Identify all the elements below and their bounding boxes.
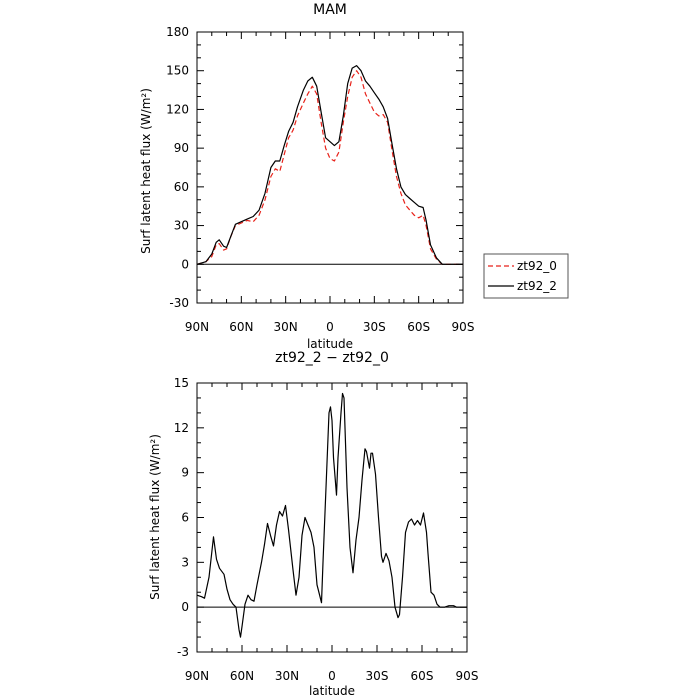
top-y-tick-label: 120 xyxy=(166,102,189,116)
top-y-tick-label: 30 xyxy=(174,219,189,233)
top-y-tick-label: -30 xyxy=(169,296,189,310)
top-x-tick-label: 30N xyxy=(274,320,298,334)
bottom-x-tick-label: 0 xyxy=(328,669,336,683)
bottom-x-tick-label: 30S xyxy=(366,669,389,683)
bottom-series-line-0 xyxy=(196,392,467,638)
bottom-y-tick-label: 0 xyxy=(181,600,189,614)
bottom-x-tick-label: 60S xyxy=(411,669,434,683)
bottom-panel: zt92_2 − zt92_0 Surf latent heat flux (W… xyxy=(148,350,478,698)
top-title: MAM xyxy=(313,2,347,18)
top-series-line-zt92_0 xyxy=(196,70,463,265)
top-x-tick-label: 60S xyxy=(407,320,430,334)
top-plot-area: -30 0 30 60 90 120 150 180 90N 60N 30N 0 30S 60S 90S xyxy=(166,25,474,334)
bottom-x-tick-label: 30N xyxy=(275,669,299,683)
bottom-y-tick-label: 6 xyxy=(181,511,189,525)
legend-label-zt92-0: zt92_0 xyxy=(517,259,557,273)
bottom-y-tick-label: 9 xyxy=(181,466,189,480)
top-plot-frame xyxy=(196,31,464,304)
bottom-y-tick-label: -3 xyxy=(177,645,189,659)
bottom-x-tick-label: 90S xyxy=(456,669,479,683)
top-panel: MAM Surf latent heat flux (W/m²) latitud… xyxy=(139,2,474,351)
bottom-y-label: Surf latent heat flux (W/m²) xyxy=(148,434,162,600)
bottom-x-tick-label: 60N xyxy=(230,669,254,683)
legend-label-zt92-2: zt92_2 xyxy=(517,279,557,293)
top-x-tick-label: 0 xyxy=(326,320,334,334)
bottom-x-tick-label: 90N xyxy=(185,669,209,683)
top-x-tick-label: 30S xyxy=(363,320,386,334)
top-x-tick-label: 90N xyxy=(185,320,209,334)
top-y-label: Surf latent heat flux (W/m²) xyxy=(139,88,153,254)
top-x-tick-label: 60N xyxy=(229,320,253,334)
legend: zt92_0 zt92_2 xyxy=(483,253,569,299)
bottom-title: zt92_2 − zt92_0 xyxy=(275,350,389,366)
bottom-y-tick-label: 12 xyxy=(174,421,189,435)
top-series-line-zt92_2 xyxy=(196,64,463,265)
top-y-tick-label: 150 xyxy=(166,64,189,78)
bottom-plot-area: -3 0 3 6 9 12 15 90N 60N 30N 0 30S 60S 90S xyxy=(174,376,479,683)
bottom-y-tick-label: 15 xyxy=(174,376,189,390)
top-y-tick-label: 90 xyxy=(174,141,189,155)
top-y-tick-label: 60 xyxy=(174,180,189,194)
bottom-x-label: latitude xyxy=(309,684,355,698)
legend-box xyxy=(483,253,569,299)
top-x-label: latitude xyxy=(307,337,353,351)
bottom-y-tick-label: 3 xyxy=(181,555,189,569)
top-y-tick-label: 0 xyxy=(181,257,189,271)
top-y-tick-label: 180 xyxy=(166,25,189,39)
top-x-tick-label: 90S xyxy=(452,320,475,334)
